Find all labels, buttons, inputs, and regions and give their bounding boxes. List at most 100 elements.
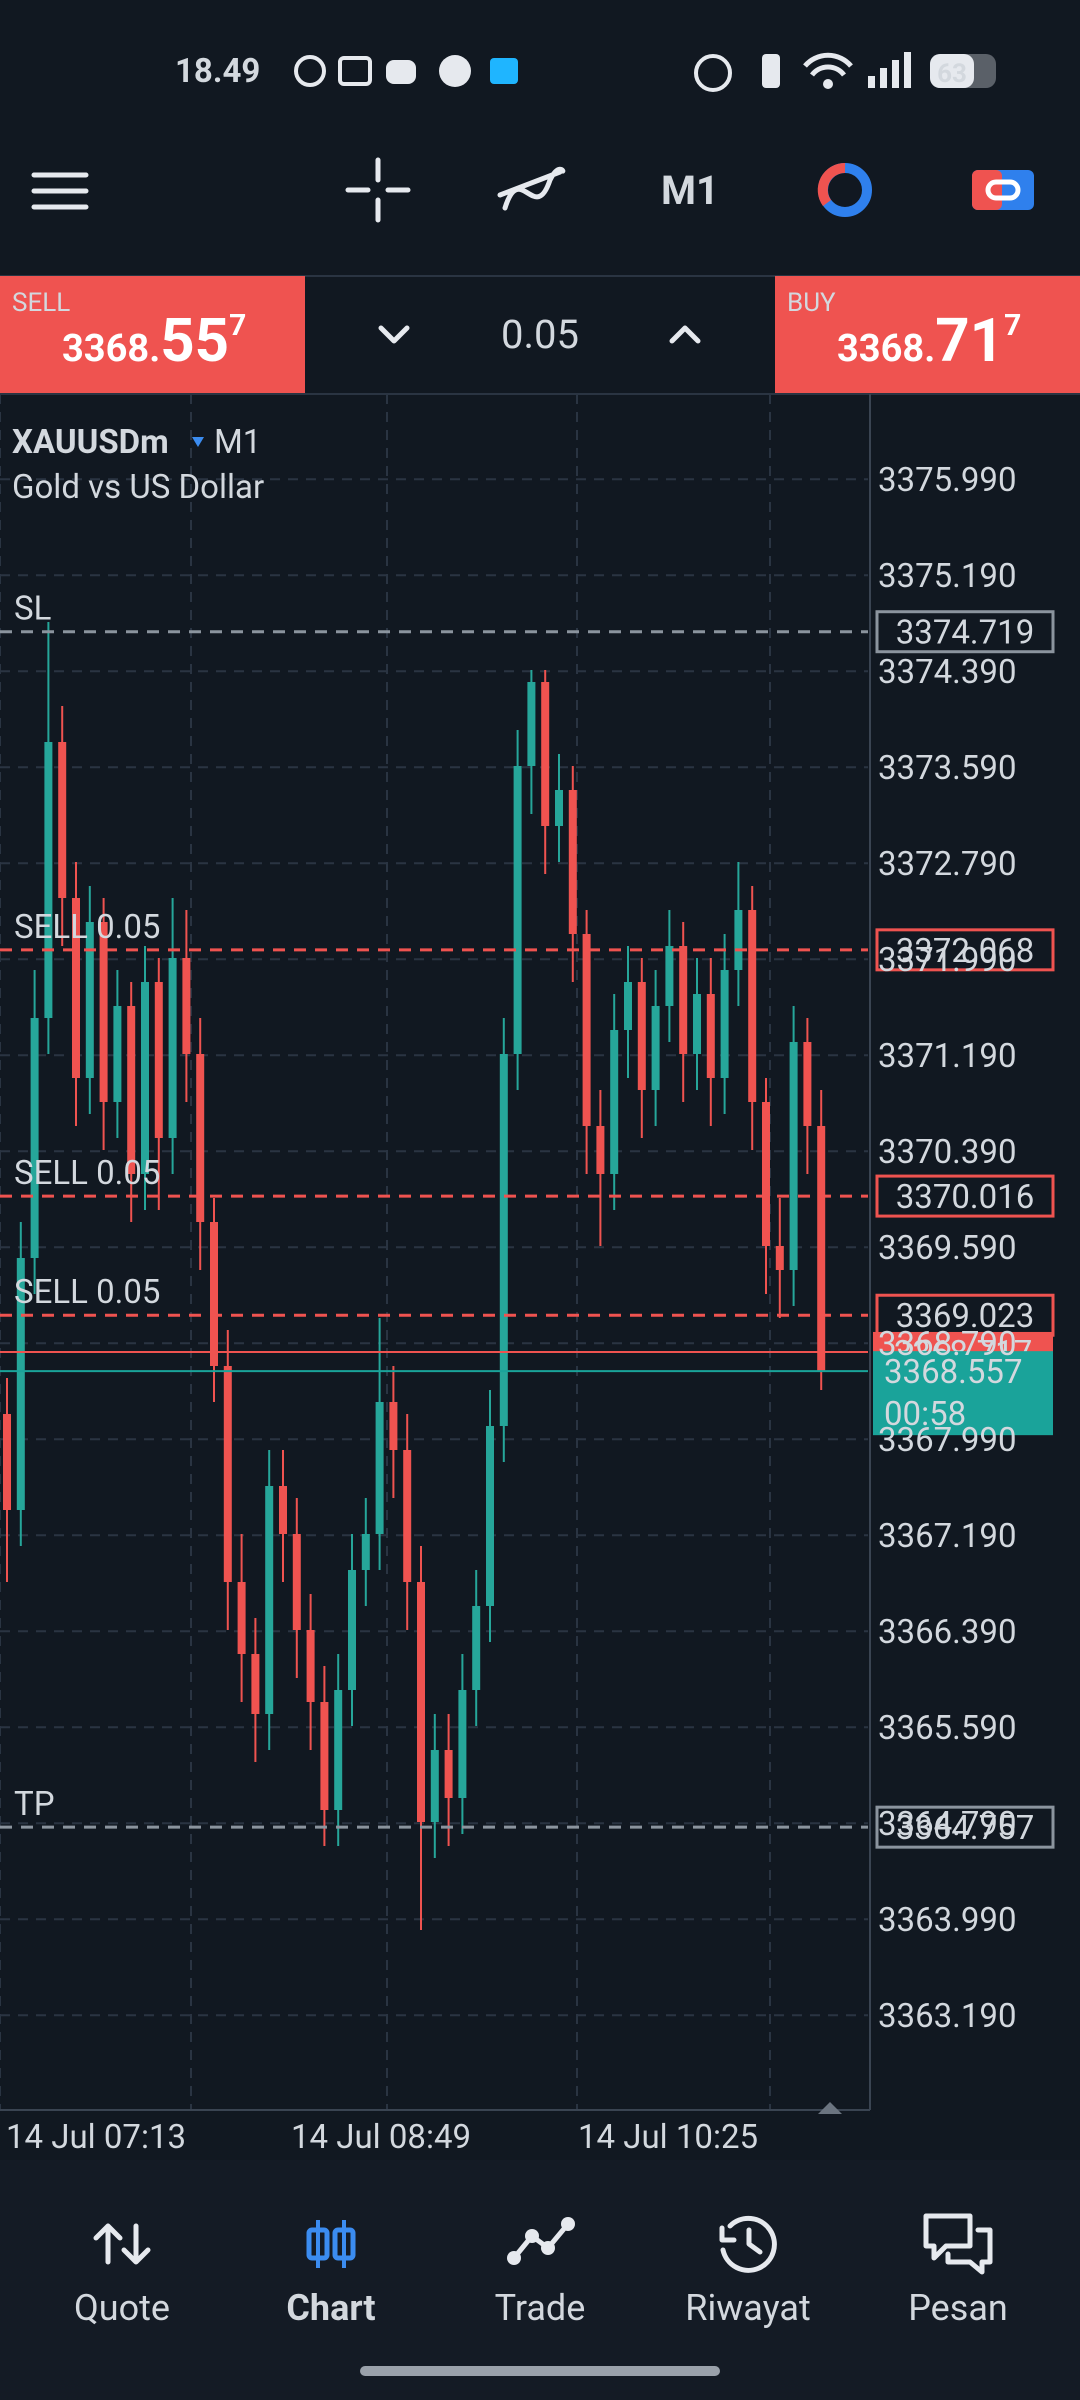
- price-label: 3366.390: [878, 1613, 1017, 1652]
- candle-body: [706, 994, 715, 1078]
- buy-price: 3368.717: [837, 305, 1021, 376]
- candle-body: [375, 1402, 384, 1534]
- scroll-handle[interactable]: [818, 2102, 842, 2114]
- symbol-dropdown[interactable]: [192, 437, 204, 447]
- nav-quote[interactable]: Quote: [74, 2223, 170, 2329]
- candle-body: [3, 1414, 11, 1510]
- order-label: SELL 0.05: [14, 1154, 160, 1193]
- order-label: SELL 0.05: [14, 1273, 160, 1312]
- sell-button[interactable]: SELL 3368.557: [0, 276, 305, 394]
- candle-body: [596, 1126, 605, 1174]
- price-label: 3375.190: [878, 557, 1017, 596]
- nav-trade[interactable]: Trade: [495, 2217, 586, 2329]
- candle-body: [279, 1486, 287, 1534]
- candle-body: [85, 922, 94, 1078]
- candle-body: [251, 1654, 260, 1714]
- candle-body: [361, 1534, 370, 1570]
- nav-messages[interactable]: Pesan: [908, 2213, 1008, 2329]
- time-label: 14 Jul 08:49: [291, 2118, 471, 2157]
- candle-body: [417, 1582, 425, 1822]
- order-price: 3372.068: [896, 932, 1035, 971]
- candle-body: [113, 1006, 122, 1102]
- candle-body: [513, 766, 522, 1054]
- candle-body: [30, 1018, 39, 1258]
- symbol-description: Gold vs US Dollar: [12, 468, 264, 507]
- candle-body: [499, 1054, 508, 1426]
- candle-body: [141, 982, 149, 1174]
- candle-body: [72, 898, 80, 1078]
- candle-body: [582, 934, 591, 1126]
- buy-label: BUY: [787, 288, 836, 318]
- buy-button[interactable]: BUY 3368.717: [775, 276, 1080, 394]
- menu-button[interactable]: [31, 172, 89, 210]
- volume-up[interactable]: [669, 325, 701, 344]
- time-label: 14 Jul 07:13: [6, 2118, 186, 2157]
- candle-body: [127, 1006, 136, 1174]
- candle-body: [624, 982, 632, 1030]
- candle-body: [803, 1042, 812, 1126]
- price-label: 3364.790: [878, 1805, 1017, 1844]
- candle-body: [651, 1006, 660, 1090]
- timeframe-button[interactable]: M1: [661, 167, 719, 214]
- sell-price-big: 55: [160, 305, 229, 376]
- nav-history[interactable]: Riwayat: [685, 2215, 811, 2329]
- symbol[interactable]: XAUUSDm: [12, 423, 169, 462]
- sell-bg: [0, 276, 305, 394]
- price-label: 3371.190: [878, 1037, 1017, 1076]
- price-label: 3375.990: [878, 461, 1017, 500]
- candle-body: [789, 1042, 798, 1270]
- candle-body: [665, 946, 674, 1006]
- one-click-button[interactable]: [972, 170, 1034, 210]
- order-badge: [875, 1174, 1055, 1218]
- candle-body: [693, 994, 701, 1054]
- bid-badge: [873, 1351, 1053, 1436]
- candle-body: [265, 1486, 274, 1714]
- order-price: 3369.023: [896, 1297, 1035, 1336]
- candle-body: [237, 1582, 246, 1654]
- candle-body: [472, 1606, 481, 1690]
- candle-body: [99, 922, 108, 1102]
- sell-price-main: 3368.: [62, 327, 160, 371]
- buy-price-main: 3368.: [837, 327, 935, 371]
- candle-body: [555, 790, 563, 826]
- status-icons: [294, 52, 911, 92]
- candle-body: [762, 1102, 770, 1246]
- order-badge: [875, 928, 1055, 972]
- crosshair-button[interactable]: [345, 157, 411, 223]
- price-label: 3367.190: [878, 1517, 1017, 1556]
- candle-body: [527, 682, 536, 766]
- order-badge: [875, 1805, 1055, 1849]
- candle-body: [403, 1450, 412, 1582]
- price-label: 3374.390: [878, 653, 1017, 692]
- candle-body: [568, 790, 577, 934]
- buy-price-sup: 7: [1004, 308, 1021, 343]
- price-axis: 3375.990 3375.190 3374.390 3373.590 3372.790…: [878, 461, 1017, 2036]
- price-label: 3363.190: [878, 1997, 1017, 2036]
- price-label: 3363.990: [878, 1901, 1017, 1940]
- candle-body: [734, 910, 743, 970]
- order-label: SL: [14, 590, 51, 629]
- volume[interactable]: 0.05: [501, 311, 579, 358]
- order-price: 3370.016: [896, 1178, 1035, 1217]
- trade-mode-button[interactable]: [817, 162, 872, 217]
- candle-body: [44, 742, 53, 1018]
- nav-label: Trade: [495, 2287, 586, 2329]
- bar-timer: 00:58: [884, 1395, 966, 1434]
- volume-down[interactable]: [378, 325, 410, 344]
- price-label: 3372.790: [878, 845, 1017, 884]
- home-indicator[interactable]: [360, 2366, 720, 2376]
- price-label: 3367.990: [878, 1421, 1017, 1460]
- nav-label: Riwayat: [685, 2287, 810, 2329]
- time-label: 14 Jul 10:25: [578, 2118, 758, 2157]
- indicators-button[interactable]: [497, 166, 566, 211]
- candle-body: [430, 1750, 439, 1822]
- candle-body: [210, 1222, 218, 1366]
- order-label: TP: [14, 1785, 55, 1824]
- candle-body: [223, 1366, 232, 1582]
- candle-body: [748, 910, 757, 1102]
- price-label: 3369.590: [878, 1229, 1017, 1268]
- candle-body: [334, 1690, 343, 1810]
- nav-label: Pesan: [908, 2287, 1008, 2329]
- nav-chart[interactable]: Chart: [286, 2220, 376, 2329]
